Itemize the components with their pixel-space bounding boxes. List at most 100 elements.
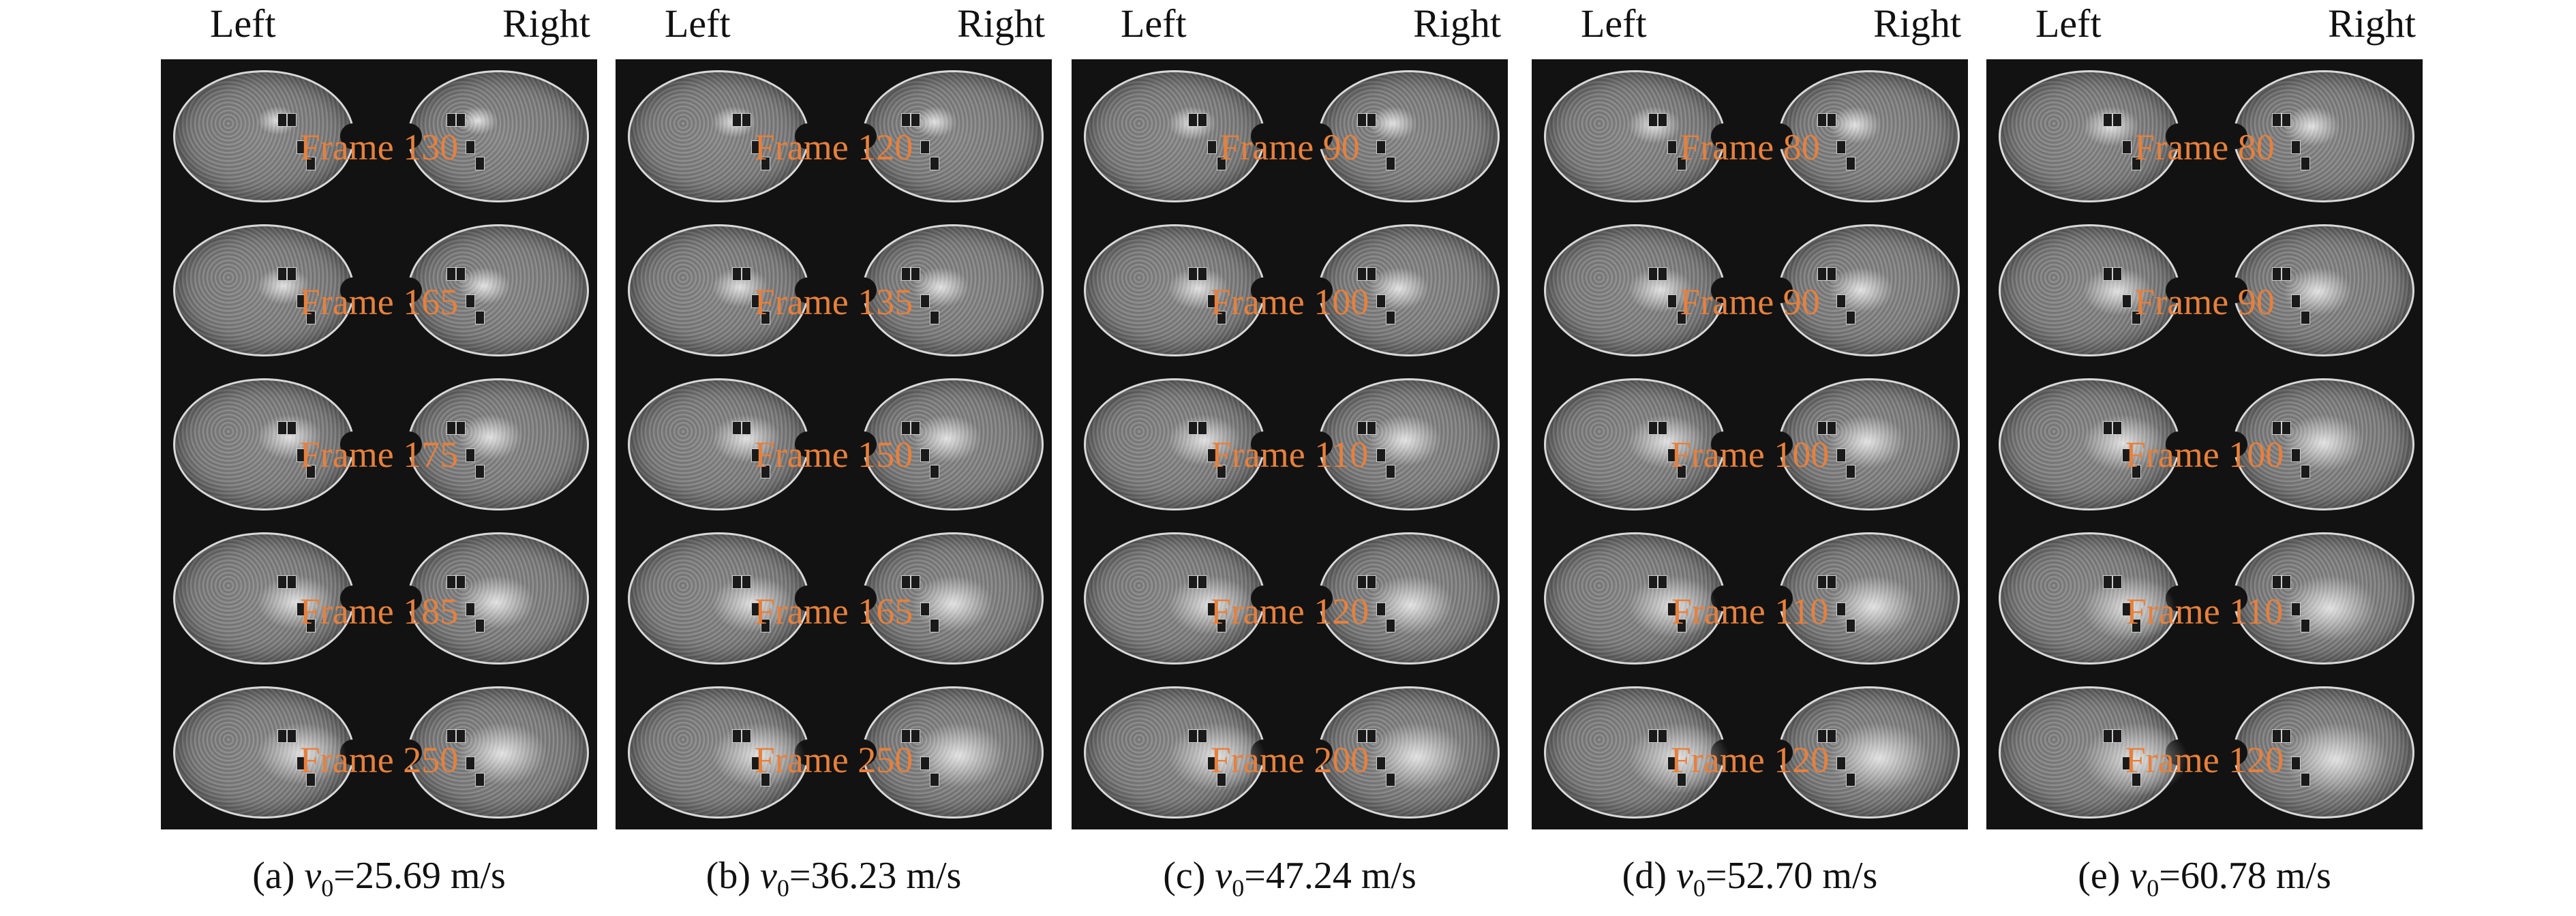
- strain-gauge: [761, 465, 770, 478]
- right-specimen-image: [1307, 378, 1500, 510]
- strain-gauge: [1376, 757, 1386, 770]
- strain-gauge: [1658, 267, 1667, 281]
- right-specimen-image: [2222, 532, 2414, 665]
- strain-gauge: [1836, 140, 1846, 154]
- strain-gauge: [1648, 113, 1658, 127]
- strain-gauge: [911, 575, 920, 589]
- light-reflection: [2283, 414, 2365, 472]
- strain-gauge: [1827, 729, 1836, 743]
- strain-gauge: [297, 140, 306, 154]
- frame-number-label: Frame 120: [1210, 591, 1369, 632]
- clamp-notch: [1767, 585, 1793, 611]
- strain-gauge: [306, 157, 316, 170]
- strain-gauge: [2103, 729, 2112, 743]
- left-specimen-image: [628, 70, 821, 202]
- strain-gauge: [1658, 575, 1667, 589]
- strain-gauge: [1198, 267, 1207, 281]
- strain-gauge: [2122, 294, 2132, 308]
- strain-gauge: [1836, 294, 1846, 308]
- strain-gauge: [297, 602, 306, 616]
- strain-gauge: [761, 157, 770, 170]
- strain-gauge: [1367, 267, 1376, 281]
- frame-number-label: Frame 110: [1211, 434, 1369, 475]
- caption-value: =60.78 m/s: [2159, 855, 2331, 897]
- caption-variable: v: [1215, 855, 1232, 897]
- caption-value: =25.69 m/s: [333, 855, 506, 897]
- strain-gauge: [1357, 113, 1367, 127]
- strain-gauge: [1386, 157, 1395, 170]
- strain-gauge: [2282, 267, 2291, 281]
- strain-gauge: [1658, 113, 1667, 127]
- strain-gauge: [1677, 465, 1686, 478]
- strain-gauge: [920, 448, 930, 462]
- caption-variable: v: [2130, 855, 2147, 897]
- frame-row: [161, 367, 597, 521]
- frame-number-label: Frame 80: [1680, 127, 1820, 168]
- strain-gauge: [1648, 421, 1658, 435]
- strain-gauge: [742, 575, 751, 589]
- caption-subscript: 0: [776, 874, 789, 902]
- clamp-notch: [1251, 585, 1277, 611]
- strain-gauge: [2291, 140, 2301, 154]
- clamp-notch: [1767, 739, 1793, 765]
- frame-row: [1072, 367, 1508, 521]
- strain-gauge: [475, 311, 485, 324]
- left-camera-label: Left: [1121, 1, 1187, 46]
- clamp-notch: [396, 739, 422, 765]
- strain-gauge: [2272, 575, 2282, 589]
- panel-b: Left Right (b) v0=36.23 m/s Frame 120 Fra…: [616, 0, 1052, 916]
- frame-number-label: Frame 165: [299, 281, 459, 322]
- strain-gauge: [1648, 729, 1658, 743]
- strain-gauge: [751, 602, 761, 616]
- panel-a: Left Right (a) v0=25.69 m/s Frame 130 Fra…: [161, 0, 597, 916]
- right-specimen-image: [396, 378, 589, 510]
- image-sequence: [1532, 59, 1968, 829]
- strain-gauge: [287, 421, 297, 435]
- right-specimen-image: [851, 70, 1044, 202]
- strain-gauge: [1386, 311, 1395, 324]
- clamp-notch: [1711, 431, 1737, 457]
- panel-e: Left Right (e) v0=60.78 m/s Frame 80 Fram…: [1986, 0, 2423, 916]
- clamp-notch: [396, 277, 422, 303]
- strain-gauge: [1667, 757, 1677, 770]
- strain-gauge: [475, 157, 485, 170]
- strain-gauge: [2103, 267, 2112, 281]
- strain-gauge: [1367, 113, 1376, 127]
- frame-row: [161, 521, 597, 675]
- frame-row: [616, 367, 1052, 521]
- clamp-notch: [1251, 277, 1277, 303]
- frame-number-label: Frame 100: [2125, 434, 2284, 475]
- strain-gauge: [2112, 267, 2122, 281]
- clamp-notch: [1711, 277, 1737, 303]
- strain-gauge: [930, 773, 939, 787]
- strain-gauge: [1357, 729, 1367, 743]
- strain-gauge: [297, 448, 306, 462]
- strain-gauge: [1207, 294, 1217, 308]
- frame-number-label: Frame 90: [1219, 127, 1360, 168]
- strain-gauge: [911, 729, 920, 743]
- right-specimen-image: [1307, 70, 1500, 202]
- strain-gauge: [1207, 757, 1217, 770]
- strain-gauge: [1198, 575, 1207, 589]
- clamp-notch: [1307, 123, 1333, 149]
- left-specimen-image: [1544, 70, 1737, 202]
- strain-gauge: [1667, 448, 1677, 462]
- strain-gauge: [1846, 619, 1855, 632]
- frame-number-label: Frame 100: [1210, 281, 1369, 322]
- strain-gauge: [1376, 294, 1386, 308]
- left-specimen-image: [1084, 378, 1277, 510]
- strain-gauge: [287, 729, 297, 743]
- strain-gauge: [2291, 757, 2301, 770]
- strain-gauge: [2122, 757, 2132, 770]
- frame-number-label: Frame 135: [754, 281, 913, 322]
- left-specimen-image: [173, 70, 366, 202]
- strain-gauge: [1376, 448, 1386, 462]
- strain-gauge: [1217, 465, 1226, 478]
- strain-gauge: [2291, 448, 2301, 462]
- strain-gauge: [1817, 575, 1827, 589]
- clamp-notch: [795, 431, 821, 457]
- right-camera-label: Right: [1413, 1, 1501, 46]
- frame-row: [1986, 521, 2423, 675]
- strain-gauge: [1827, 575, 1836, 589]
- right-specimen-image: [2222, 224, 2414, 356]
